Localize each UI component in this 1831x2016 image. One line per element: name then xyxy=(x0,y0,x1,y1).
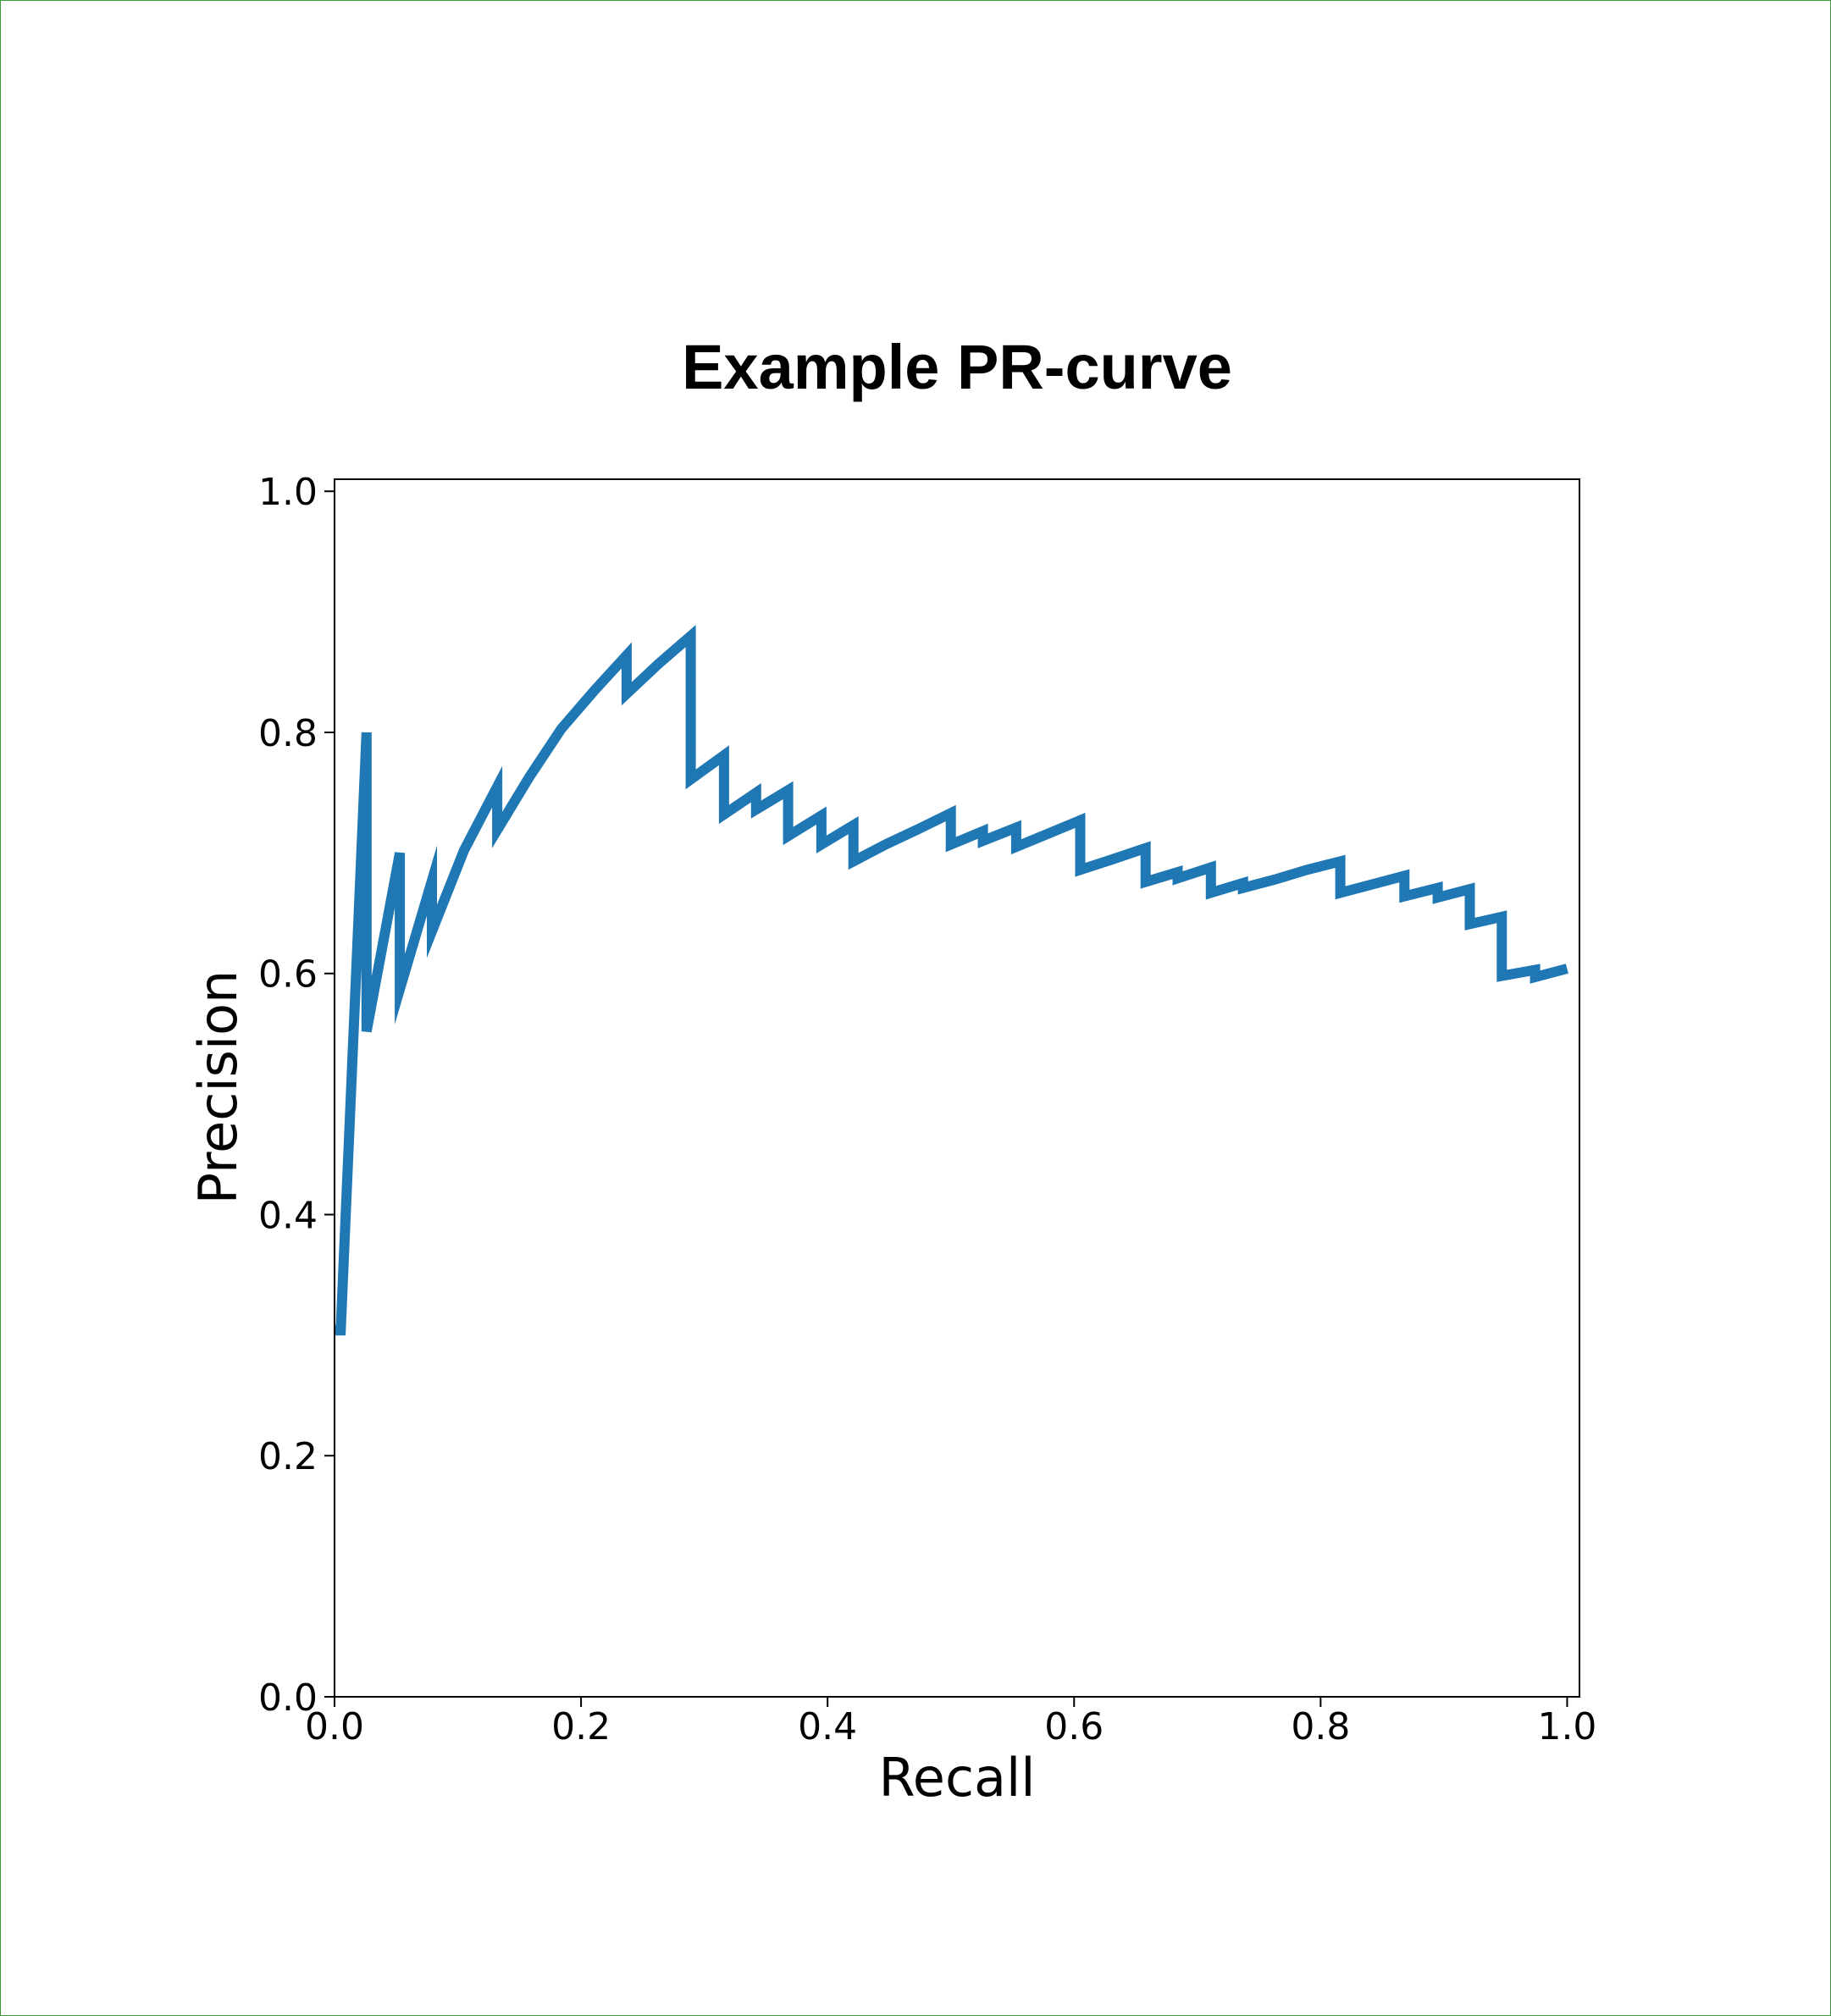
y-tick-label: 0.0 xyxy=(258,1676,318,1720)
chart-title: Example PR-curve xyxy=(682,332,1232,402)
x-tick-label: 1.0 xyxy=(1537,1705,1596,1748)
y-axis-ticks: 0.0 0.2 0.4 0.6 0.8 1.0 xyxy=(258,471,335,1720)
y-axis-label: Precision xyxy=(187,970,249,1205)
pr-curve-line xyxy=(335,624,1568,1336)
x-tick-label: 0.4 xyxy=(798,1705,857,1748)
y-tick-label: 0.8 xyxy=(258,712,318,755)
x-tick-label: 0.2 xyxy=(551,1705,611,1748)
y-tick-label: 0.4 xyxy=(258,1194,318,1237)
x-axis-ticks: 0.0 0.2 0.4 0.6 0.8 1.0 xyxy=(305,1697,1596,1748)
y-tick-label: 1.0 xyxy=(258,471,318,514)
x-axis-label: Recall xyxy=(879,1747,1036,1809)
y-tick-label: 0.2 xyxy=(258,1435,318,1478)
axes-frame xyxy=(334,478,1580,1698)
y-tick-label: 0.6 xyxy=(258,953,318,997)
plot-area xyxy=(334,478,1580,1698)
x-tick-label: 0.8 xyxy=(1291,1705,1350,1748)
x-tick-label: 0.6 xyxy=(1044,1705,1104,1748)
x-tick-label: 0.0 xyxy=(305,1705,364,1748)
